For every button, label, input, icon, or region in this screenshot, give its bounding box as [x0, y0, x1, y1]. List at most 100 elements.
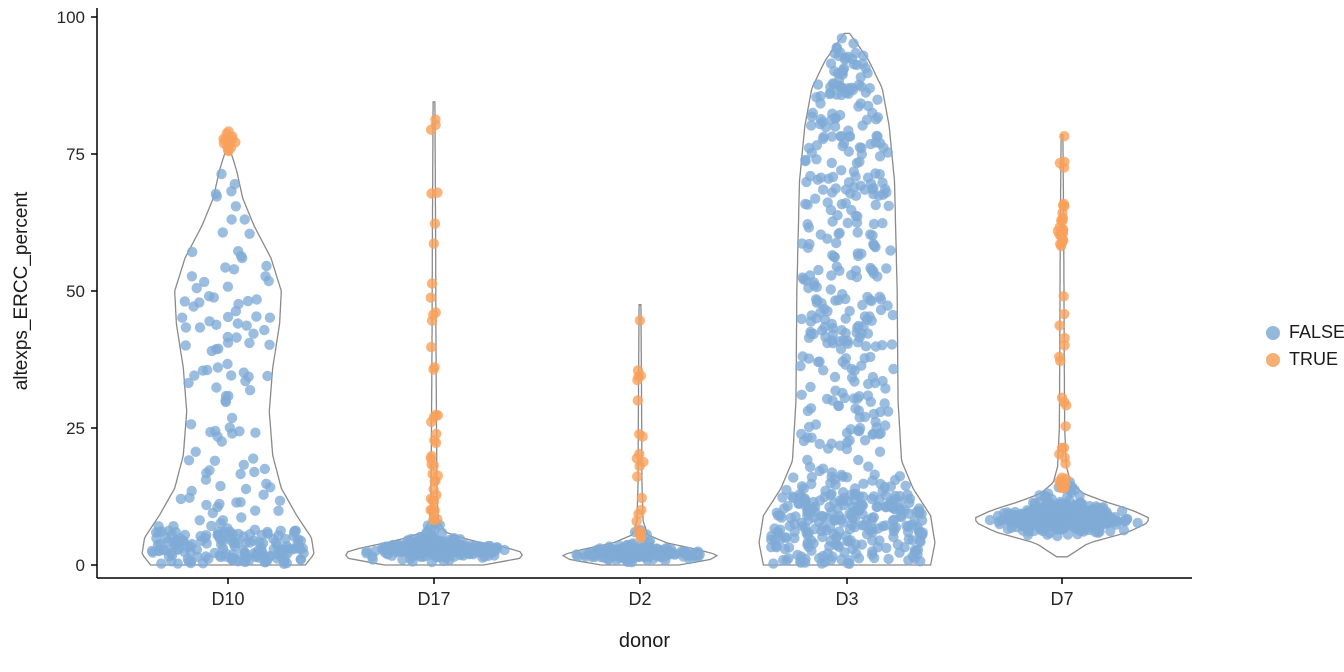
data-point-false	[448, 532, 460, 544]
data-point-false	[693, 546, 704, 557]
data-point-true	[426, 341, 437, 353]
data-point-true	[637, 431, 648, 442]
data-point-false	[840, 198, 851, 209]
data-point-false	[223, 390, 234, 402]
data-point-false	[186, 271, 198, 282]
data-point-false	[856, 500, 868, 511]
data-point-false	[877, 177, 888, 188]
x-tick-label: D7	[1050, 589, 1073, 609]
data-point-false	[875, 294, 887, 305]
data-point-true	[223, 145, 234, 157]
points-D7	[984, 131, 1143, 542]
data-point-false	[867, 523, 878, 535]
data-point-false	[817, 550, 829, 562]
data-point-false	[838, 335, 849, 346]
data-point-false	[817, 463, 829, 474]
data-point-false	[872, 271, 883, 282]
data-point-false	[805, 316, 817, 327]
data-point-false	[853, 454, 864, 466]
data-point-false	[895, 505, 907, 516]
data-point-false	[852, 322, 863, 333]
x-tick-label: D10	[211, 589, 244, 609]
data-point-false	[812, 79, 824, 90]
data-point-false	[182, 553, 193, 565]
data-point-false	[853, 79, 865, 91]
data-point-true	[632, 471, 643, 482]
data-point-false	[903, 521, 914, 532]
data-point-false	[248, 328, 259, 339]
data-point-false	[881, 542, 892, 554]
data-point-false	[834, 265, 845, 276]
data-point-false	[881, 187, 892, 198]
data-point-true	[1058, 291, 1069, 302]
data-point-true	[430, 114, 441, 125]
data-point-false	[275, 525, 286, 536]
data-point-false	[263, 275, 274, 287]
data-point-false	[226, 412, 238, 424]
data-point-false	[874, 446, 886, 457]
data-point-false	[274, 495, 286, 506]
data-point-false	[849, 513, 861, 524]
data-point-true	[430, 409, 442, 421]
data-point-false	[194, 322, 206, 333]
data-point-false	[180, 322, 192, 333]
data-point-false	[186, 538, 198, 550]
data-point-false	[240, 537, 252, 548]
data-point-false	[830, 385, 841, 396]
data-point-false	[189, 370, 200, 381]
data-point-false	[216, 436, 227, 447]
data-point-false	[859, 435, 871, 446]
data-point-true	[1055, 355, 1066, 367]
data-point-false	[796, 517, 807, 529]
data-point-false	[829, 515, 841, 526]
data-point-false	[829, 251, 840, 263]
data-point-false	[914, 535, 926, 546]
data-point-false	[264, 312, 276, 323]
data-point-true	[636, 492, 647, 504]
data-point-false	[232, 318, 243, 329]
data-point-false	[837, 487, 849, 498]
data-point-false	[852, 227, 863, 238]
data-point-false	[809, 501, 821, 513]
data-point-false	[790, 511, 801, 522]
data-point-false	[802, 199, 813, 210]
data-point-false	[1015, 508, 1026, 519]
data-point-false	[865, 138, 876, 150]
data-point-false	[829, 121, 841, 132]
data-point-false	[815, 172, 827, 183]
data-point-false	[417, 541, 428, 552]
data-point-false	[249, 524, 261, 535]
data-point-false	[222, 358, 233, 370]
y-tick-label: 25	[66, 419, 85, 438]
data-point-false	[837, 517, 849, 528]
data-point-false	[226, 554, 237, 565]
data-point-true	[1060, 421, 1071, 432]
data-point-false	[853, 250, 864, 262]
data-point-false	[638, 547, 649, 559]
data-point-false	[829, 371, 841, 383]
data-point-false	[917, 527, 928, 538]
data-point-false	[883, 406, 894, 417]
legend-dot-true-icon	[1266, 352, 1280, 367]
data-point-false	[1035, 511, 1046, 522]
data-point-false	[831, 237, 842, 249]
data-point-false	[811, 92, 822, 103]
data-point-true	[429, 362, 440, 373]
data-point-false	[866, 493, 877, 505]
data-point-false	[864, 83, 875, 94]
data-point-false	[217, 515, 229, 526]
data-point-false	[1027, 517, 1038, 528]
data-point-false	[781, 484, 792, 496]
data-point-false	[894, 547, 905, 558]
data-point-false	[885, 245, 896, 256]
data-point-true	[1057, 200, 1069, 211]
data-point-false	[156, 558, 167, 569]
data-point-false	[811, 154, 822, 165]
data-point-false	[872, 94, 883, 105]
data-point-false	[800, 553, 811, 565]
x-tick-label: D3	[835, 589, 858, 609]
data-point-false	[251, 311, 262, 322]
data-point-false	[295, 554, 307, 565]
data-point-false	[772, 526, 783, 538]
data-point-false	[837, 356, 848, 367]
